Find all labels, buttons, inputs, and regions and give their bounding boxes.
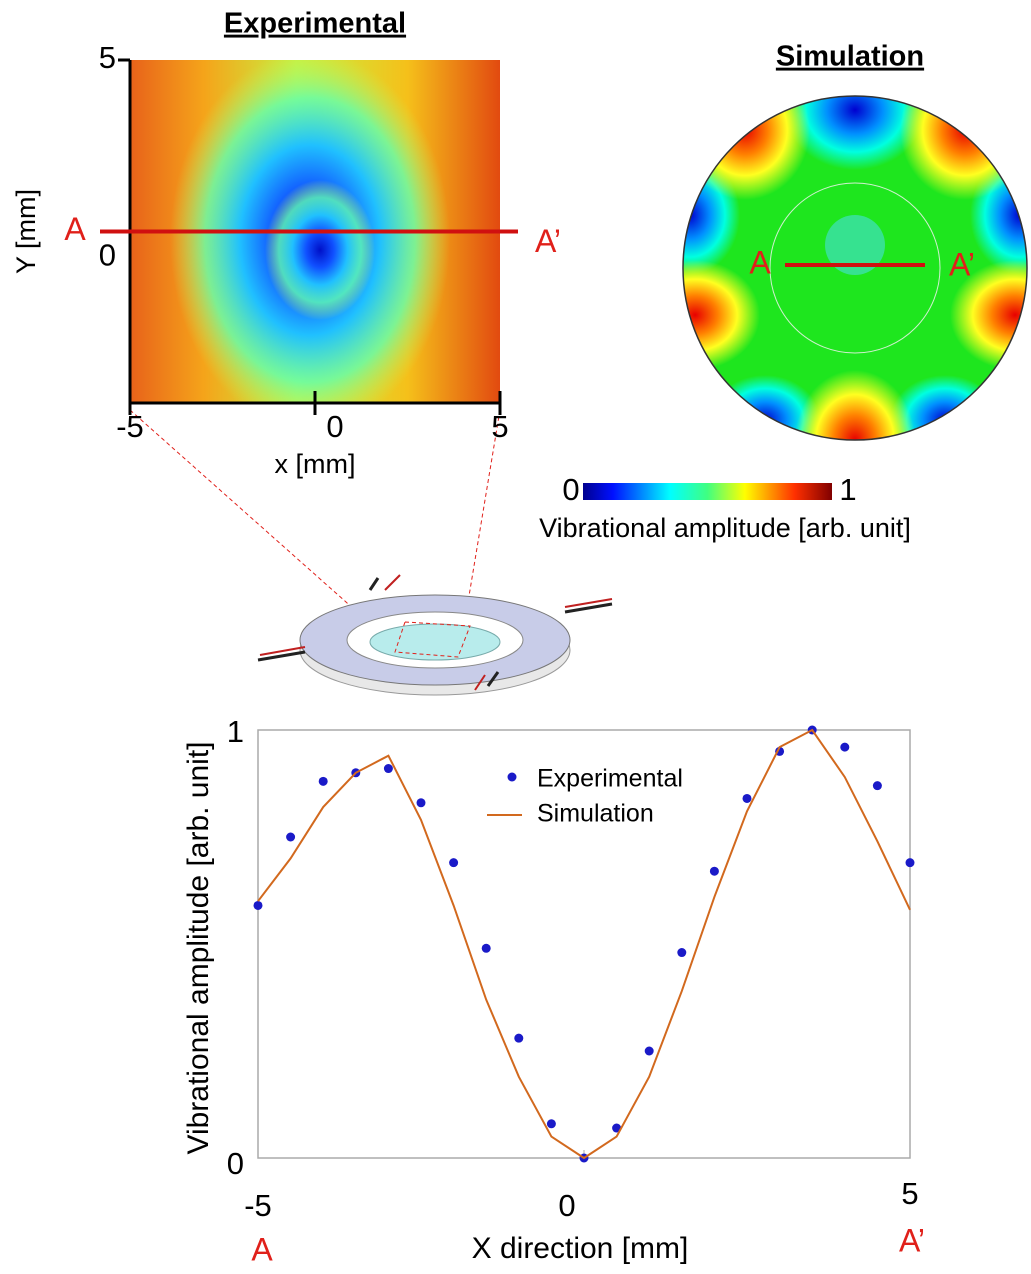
data-point	[482, 944, 491, 953]
panel-title: Simulation	[776, 41, 924, 73]
x-tick-label: -5	[116, 409, 144, 444]
section-end-label: A’	[535, 223, 561, 259]
panel-title: Experimental	[224, 8, 406, 40]
data-point	[906, 858, 915, 867]
y-tick-label: 5	[99, 40, 116, 75]
end-annotation: A’	[899, 1222, 925, 1258]
y-axis-label: Vibrational amplitude [arb. unit]	[182, 741, 215, 1154]
y-tick-label: 1	[227, 714, 244, 749]
data-point	[514, 1034, 523, 1043]
x-tick-label: -5	[244, 1188, 272, 1223]
legend-label: Experimental	[537, 765, 683, 793]
data-point	[547, 1119, 556, 1128]
data-point	[286, 833, 295, 842]
legend-swatch	[508, 773, 517, 782]
plot-frame	[258, 730, 910, 1158]
y-axis-label: Y [mm]	[11, 189, 41, 274]
y-tick-label: 0	[227, 1146, 244, 1181]
x-axis-label: x [mm]	[275, 449, 356, 479]
series-line	[258, 730, 910, 1158]
colorbar-tick-label: 1	[839, 472, 856, 507]
data-point	[645, 1047, 654, 1056]
data-point	[254, 901, 263, 910]
figure: Experimental-50505x [mm]Y [mm]AA’01Vibra…	[0, 0, 1031, 1274]
device	[258, 575, 612, 695]
data-point	[417, 798, 426, 807]
data-point	[384, 764, 393, 773]
start-annotation: A	[251, 1231, 273, 1267]
legend-label: Simulation	[537, 800, 654, 828]
section-start-label: A	[64, 211, 86, 247]
data-point	[677, 948, 686, 957]
data-point	[743, 794, 752, 803]
x-tick-label: 5	[491, 409, 508, 444]
colorbar-label: Vibrational amplitude [arb. unit]	[539, 513, 911, 543]
heatmap-image	[130, 50, 500, 430]
x-tick-label: 5	[901, 1176, 918, 1211]
section-start-label: A	[749, 244, 771, 280]
colorbar-tick-label: 0	[562, 472, 579, 507]
data-point	[449, 858, 458, 867]
x-axis-label: X direction [mm]	[472, 1232, 689, 1265]
data-point	[873, 781, 882, 790]
y-tick-label: 0	[99, 238, 116, 273]
section-end-label: A’	[949, 246, 975, 282]
data-point	[710, 867, 719, 876]
colorbar	[583, 483, 832, 500]
data-point	[840, 743, 849, 752]
x-tick-label: 0	[326, 409, 343, 444]
x-tick-label: 0	[558, 1188, 575, 1223]
data-point	[319, 777, 328, 786]
